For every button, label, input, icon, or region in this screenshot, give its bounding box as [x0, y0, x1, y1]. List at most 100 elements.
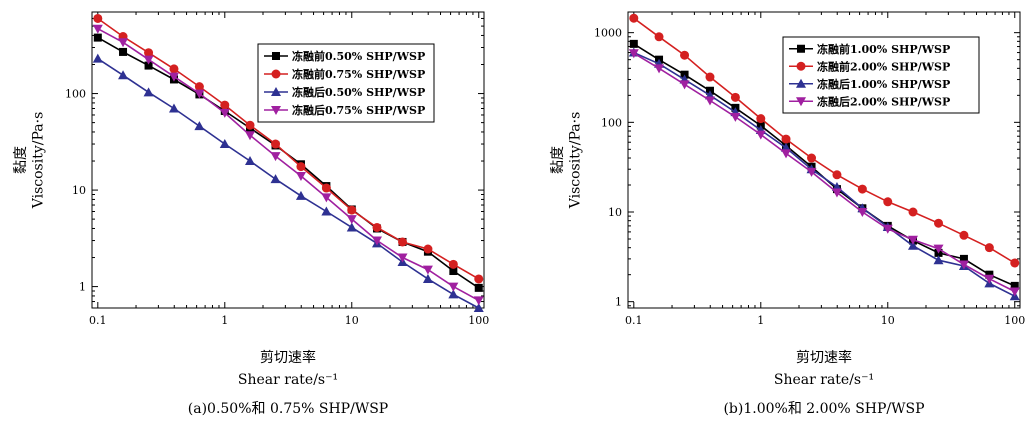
- data-point: [832, 170, 842, 180]
- x-tick-label: 0.1: [625, 314, 643, 327]
- data-point: [985, 270, 994, 279]
- plot-frame: [627, 11, 1021, 309]
- data-point: [958, 260, 969, 270]
- x-tick-label: 100: [1004, 314, 1025, 327]
- data-point: [143, 87, 154, 97]
- data-point: [473, 296, 484, 306]
- series-line: [97, 17, 480, 280]
- panel-caption: (a)0.50%和 0.75% SHP/WSP: [188, 401, 388, 417]
- data-point: [448, 282, 459, 292]
- y-axis-label: 黏度 Viscosity/Pa·s: [550, 112, 584, 209]
- data-point: [422, 273, 433, 283]
- data-point: [857, 208, 868, 218]
- x-tick-label: 1: [757, 314, 764, 327]
- data-point: [118, 38, 129, 48]
- legend-label: 冻融后0.50% SHP/WSP: [292, 85, 425, 99]
- legend-swatch-marker: [271, 106, 281, 115]
- series-line: [97, 58, 480, 309]
- data-point: [704, 96, 715, 106]
- data-point: [397, 253, 408, 263]
- y-axis-label-cn: 黏度: [550, 146, 566, 174]
- legend-label: 冻融前0.75% SHP/WSP: [292, 67, 425, 81]
- data-point: [295, 171, 306, 181]
- data-point: [168, 103, 179, 113]
- data-point: [168, 72, 179, 82]
- y-axis-label-cn: 黏度: [13, 146, 29, 174]
- data-point: [119, 47, 128, 56]
- data-point: [1010, 281, 1019, 290]
- data-point: [730, 112, 741, 122]
- legend: 冻融前1.00% SHP/WSP 冻融前2.00% SHP/WSP 冻融后1.00%…: [782, 36, 980, 114]
- x-tick-label: 10: [881, 314, 895, 327]
- data-point: [93, 13, 103, 23]
- data-point: [118, 70, 129, 80]
- data-point: [169, 64, 179, 74]
- series-4: [628, 49, 1020, 297]
- data-point: [882, 224, 893, 234]
- data-point: [321, 193, 332, 203]
- data-point: [984, 274, 995, 284]
- data-point: [92, 53, 103, 63]
- data-point: [654, 64, 665, 74]
- data-point: [245, 156, 256, 166]
- data-point: [984, 243, 994, 253]
- data-point: [628, 49, 639, 59]
- data-point: [144, 48, 154, 58]
- x-axis-label-cn: 剪切速率: [260, 349, 316, 366]
- series-2: [629, 13, 1020, 268]
- data-point: [372, 222, 382, 232]
- data-point: [346, 215, 357, 225]
- data-point: [1009, 287, 1020, 297]
- y-tick-label: 1: [615, 296, 622, 309]
- x-tick-label: 1: [221, 314, 228, 327]
- y-tick-label: 1000: [594, 27, 622, 40]
- data-point: [933, 255, 944, 265]
- data-point: [959, 230, 969, 240]
- data-point: [422, 265, 433, 275]
- data-point: [296, 162, 306, 172]
- data-point: [857, 184, 867, 194]
- series-2: [93, 13, 484, 284]
- plot-frame: [91, 11, 485, 309]
- legend-box: [782, 36, 980, 114]
- series-line: [633, 17, 1016, 264]
- data-point: [448, 259, 458, 269]
- legend-label: 冻融前0.50% SHP/WSP: [292, 49, 425, 63]
- data-point: [245, 120, 255, 130]
- data-point: [270, 152, 281, 162]
- data-point: [143, 55, 154, 65]
- data-point: [144, 61, 153, 70]
- data-point: [934, 218, 944, 228]
- data-point: [271, 139, 281, 149]
- x-tick-label: 0.1: [89, 314, 107, 327]
- data-point: [449, 267, 458, 276]
- data-point: [933, 244, 944, 254]
- y-tick-label: 10: [608, 206, 622, 219]
- data-point: [679, 80, 690, 90]
- x-axis-label-en: Shear rate/s⁻¹: [774, 372, 874, 388]
- y-tick-label: 100: [601, 116, 622, 129]
- data-point: [219, 139, 230, 149]
- data-point: [629, 13, 639, 23]
- data-point: [474, 283, 483, 292]
- y-axis-label-en: Viscosity/Pa·s: [31, 112, 47, 209]
- data-point: [321, 183, 331, 193]
- legend-label: 冻融后0.75% SHP/WSP: [292, 103, 425, 117]
- panel-caption: (b)1.00%和 2.00% SHP/WSP: [723, 401, 924, 417]
- data-point: [219, 108, 230, 118]
- data-point: [398, 237, 408, 247]
- data-point: [781, 149, 792, 159]
- data-point: [781, 134, 791, 144]
- x-axis-label-en: Shear rate/s⁻¹: [238, 372, 338, 388]
- data-point: [194, 82, 204, 92]
- data-point: [806, 167, 817, 177]
- data-point: [907, 240, 918, 250]
- data-point: [93, 33, 102, 42]
- data-point: [907, 235, 918, 245]
- data-point: [245, 131, 256, 141]
- data-point: [908, 207, 918, 217]
- y-tick-label: 10: [72, 184, 86, 197]
- legend-swatch-marker: [271, 69, 281, 79]
